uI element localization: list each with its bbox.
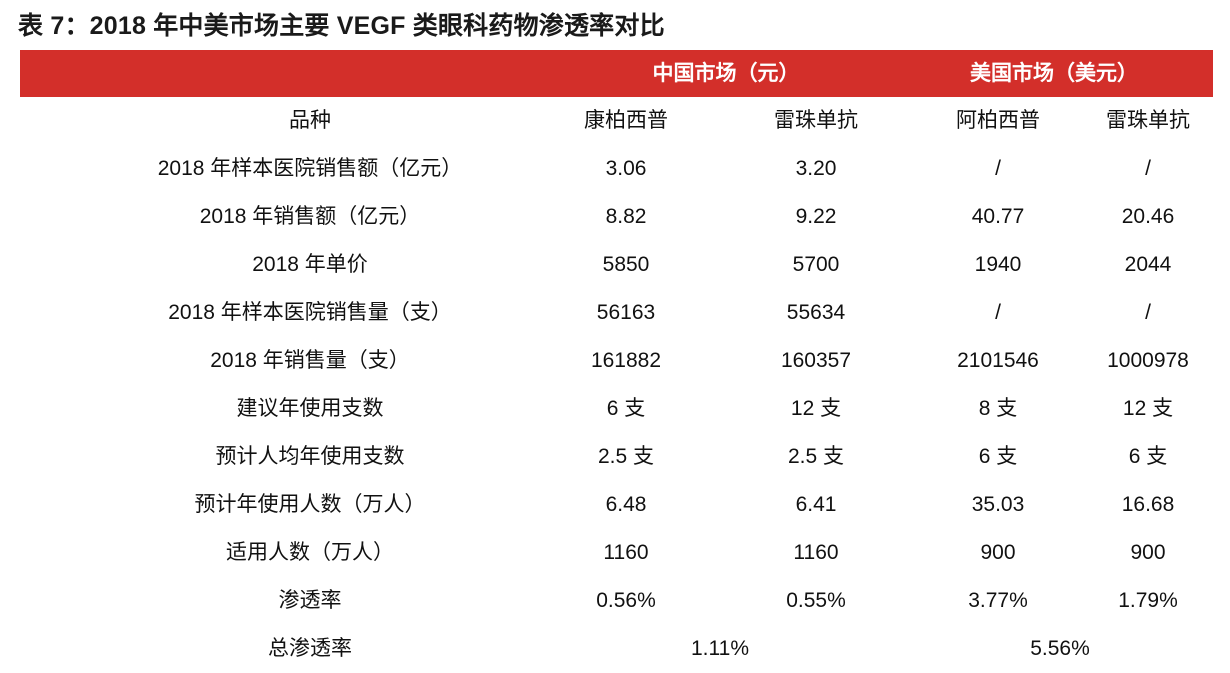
cell-value: 2.5 支 [597, 445, 655, 468]
cell-value: 20.46 [1121, 205, 1175, 228]
row-label: 预计年使用人数（万人） [194, 493, 426, 516]
cell-value: 5850 [602, 253, 650, 276]
cell-value: 16.68 [1121, 493, 1175, 516]
cell-value: 6.41 [795, 493, 837, 516]
table-row: 渗透率 0.56% 0.55% 3.77% 1.79% [0, 577, 1230, 625]
cell-value: 0.55% [786, 589, 846, 612]
cell-value: 1000978 [1107, 349, 1189, 372]
cell-value: 2044 [1124, 253, 1172, 276]
row-label: 预计人均年使用支数 [215, 445, 405, 468]
table-row: 2018 年样本医院销售量（支） 56163 55634 / / [0, 289, 1230, 337]
table-row: 2018 年销售量（支） 161882 160357 2101546 10009… [0, 337, 1230, 385]
cell-value: 2101546 [957, 349, 1039, 372]
us-market-header: 美国市场（美元） [970, 62, 1138, 85]
cell-value: / [995, 157, 1001, 180]
cell-value: 3.20 [795, 157, 837, 180]
cell-value: / [1145, 157, 1151, 180]
cell-value: 6.48 [605, 493, 647, 516]
column-header-conbercept: 康柏西普 [584, 109, 668, 132]
row-label: 2018 年单价 [252, 253, 368, 276]
cell-value: 5700 [792, 253, 840, 276]
cell-value: 2.5 支 [787, 445, 845, 468]
us-total-penetration: 5.56% [1030, 637, 1090, 660]
table-row: 预计年使用人数（万人） 6.48 6.41 35.03 16.68 [0, 481, 1230, 529]
market-header-band: 中国市场（元） 美国市场（美元） [20, 50, 1213, 97]
cell-value: 1160 [793, 541, 839, 564]
row-label: 2018 年样本医院销售额（亿元） [157, 157, 463, 180]
cell-value: 160357 [780, 349, 852, 372]
table-row: 适用人数（万人） 1160 1160 900 900 [0, 529, 1230, 577]
china-total-penetration: 1.11% [691, 637, 749, 660]
cell-value: 0.56% [596, 589, 656, 612]
cell-value: 3.77% [968, 589, 1028, 612]
cell-value: / [1145, 301, 1151, 324]
cell-value: 8.82 [605, 205, 647, 228]
column-header-ranibizumab-cn: 雷珠单抗 [774, 109, 858, 132]
column-header-row: 品种 康柏西普 雷珠单抗 阿柏西普 雷珠单抗 [0, 97, 1230, 145]
cell-value: 900 [980, 541, 1016, 564]
cell-value: 40.77 [971, 205, 1025, 228]
row-label: 2018 年销售量（支） [210, 349, 410, 372]
cell-value: 6 支 [606, 397, 646, 420]
column-header-variety: 品种 [289, 109, 331, 132]
table-row: 2018 年销售额（亿元） 8.82 9.22 40.77 20.46 [0, 193, 1230, 241]
cell-value: 12 支 [1122, 397, 1174, 420]
cell-value: 1160 [603, 541, 649, 564]
cell-value: / [995, 301, 1001, 324]
cell-value: 6 支 [1128, 445, 1168, 468]
total-penetration-row: 总渗透率 1.11% 5.56% [0, 625, 1230, 673]
table-row: 2018 年单价 5850 5700 1940 2044 [0, 241, 1230, 289]
column-header-aflibercept: 阿柏西普 [956, 109, 1040, 132]
cell-value: 56163 [596, 301, 656, 324]
table-row: 2018 年样本医院销售额（亿元） 3.06 3.20 / / [0, 145, 1230, 193]
cell-value: 1.79% [1118, 589, 1178, 612]
row-label: 2018 年销售额（亿元） [199, 205, 421, 228]
table-title: 表 7：2018 年中美市场主要 VEGF 类眼科药物渗透率对比 [18, 12, 665, 40]
cell-value: 3.06 [605, 157, 647, 180]
row-label: 渗透率 [278, 589, 342, 612]
table-row: 预计人均年使用支数 2.5 支 2.5 支 6 支 6 支 [0, 433, 1230, 481]
cell-value: 1940 [974, 253, 1022, 276]
cell-value: 6 支 [978, 445, 1018, 468]
cell-value: 900 [1130, 541, 1166, 564]
cell-value: 161882 [590, 349, 662, 372]
cell-value: 8 支 [978, 397, 1018, 420]
cell-value: 12 支 [790, 397, 842, 420]
row-label: 建议年使用支数 [236, 397, 384, 420]
column-header-ranibizumab-us: 雷珠单抗 [1106, 109, 1190, 132]
cell-value: 9.22 [795, 205, 837, 228]
row-label: 总渗透率 [268, 637, 352, 660]
china-market-header: 中国市场（元） [652, 62, 800, 85]
table-row: 建议年使用支数 6 支 12 支 8 支 12 支 [0, 385, 1230, 433]
cell-value: 55634 [786, 301, 846, 324]
row-label: 2018 年样本医院销售量（支） [168, 301, 452, 324]
cell-value: 35.03 [971, 493, 1025, 516]
row-label: 适用人数（万人） [226, 541, 394, 564]
